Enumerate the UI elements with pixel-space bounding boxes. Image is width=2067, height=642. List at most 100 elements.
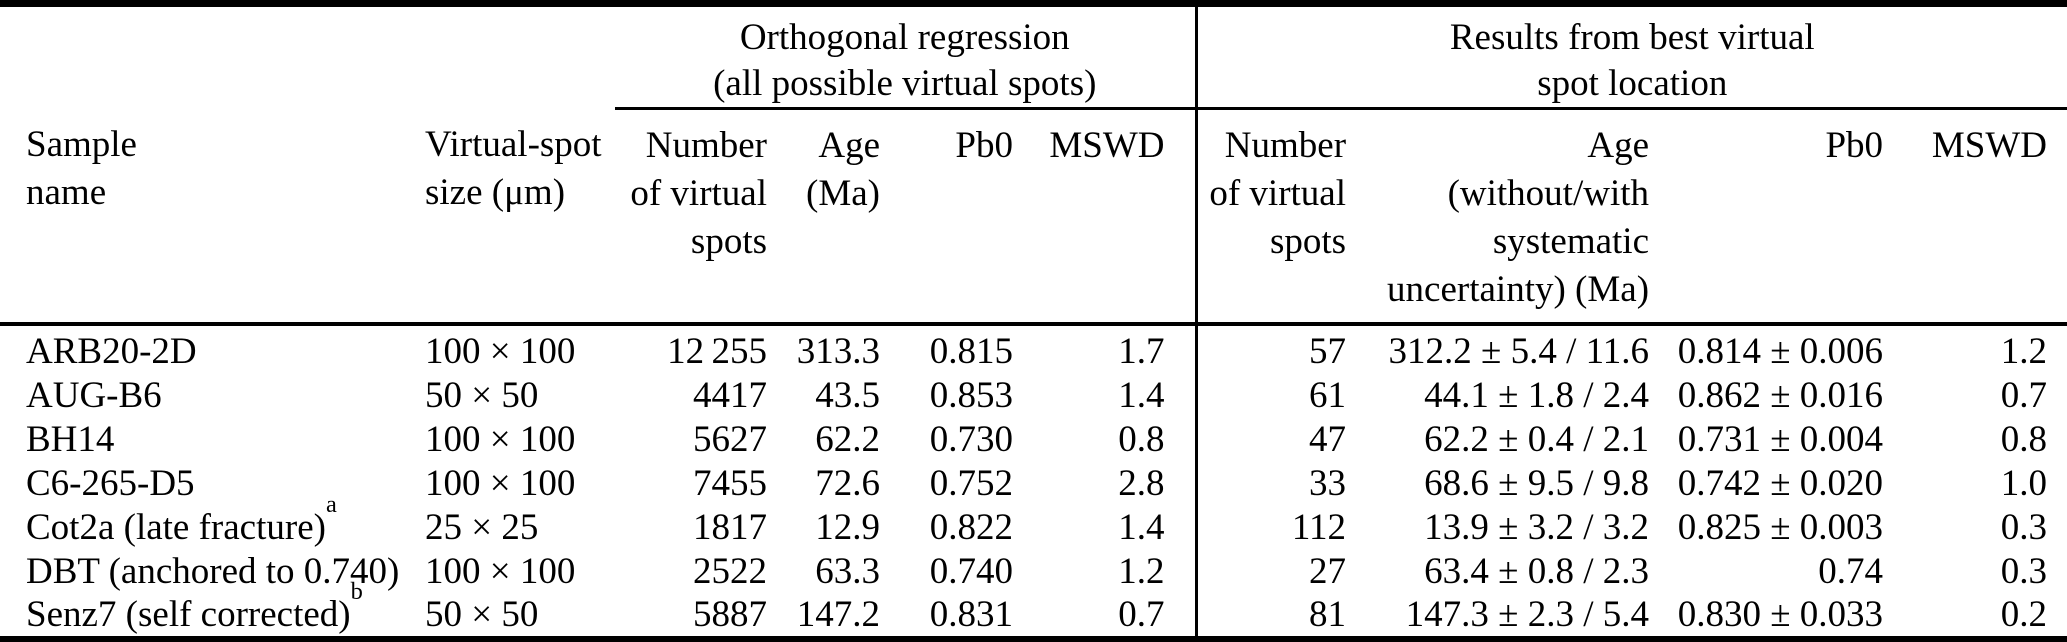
age-all-cell: 63.3 [815,550,880,592]
number-spots-best-cell: 47 [1194,417,1367,461]
sample-name-text: Senz7 (self corrected) [26,594,351,635]
virtual-spot-size-cell: 100 × 100 [425,550,576,592]
virtual-spot-size-cell: 25 × 25 [425,506,539,548]
table-row: Senz7 (self corrected)b 50 × 50 5887 147… [0,580,2067,639]
column-header-mswd-best: MSWD [1903,108,2067,326]
sample-name-text: BH14 [26,418,115,460]
number-spots-best-cell: 61 [1194,373,1367,417]
number-spots-best-cell: 81 [1194,593,1367,639]
pb0-best-cell: 0.731 ± 0.004 [1677,418,1884,460]
pb0-all-cell: 0.740 [929,550,1013,592]
number-spots-best-cell: 27 [1194,549,1367,593]
column-header-number-virtual-spots-all: Number of virtual spots [615,108,787,326]
pb0-best-cell: 0.74 [1818,550,1884,592]
sample-name-text: Cot2a (late fracture) [26,506,326,548]
mswd-best-cell: 1.2 [2000,331,2048,372]
column-header-virtual-spot-size: Virtual-spot size (μm) [425,108,615,326]
column-header-number-virtual-spots-best: Number of virtual spots [1194,108,1367,326]
pb0-all-cell: 0.822 [929,506,1013,548]
sample-name-cell: Cot2a (late fracture)a [0,492,425,549]
pb0-best-cell: 0.814 ± 0.006 [1677,331,1884,372]
mswd-all-cell: 2.8 [1118,462,1165,504]
number-spots-all-cell: 5887 [693,594,767,635]
pb0-all-cell: 0.831 [929,594,1013,635]
mswd-all-cell: 0.8 [1118,418,1165,460]
column-header-sample-name: Sample name [0,108,425,326]
column-header-pb0-all: Pb0 [900,108,1033,326]
table-row: BH14 100 × 100 5627 62.2 0.730 0.8 47 62… [0,417,2067,461]
group-header-spacer [0,4,615,109]
pb0-best-cell: 0.830 ± 0.033 [1677,594,1884,635]
sample-name-cell: ARB20-2D [0,324,425,373]
column-header-age-all: Age (Ma) [787,108,900,326]
column-header-row: Sample name Virtual-spot size (μm) Numbe… [0,108,2067,326]
number-spots-all-cell: 7455 [693,462,767,504]
age-best-cell: 62.2 ± 0.4 / 2.1 [1424,418,1650,460]
age-best-cell: 312.2 ± 5.4 / 11.6 [1388,331,1650,372]
mswd-all-cell: 1.7 [1118,331,1165,372]
sample-name-text: ARB20-2D [26,331,197,372]
number-spots-all-cell: 1817 [693,506,767,548]
group-header-best-virtual-spot: Results from best virtual spot location [1194,3,2067,110]
sample-name-cell: DBT (anchored to 0.740) [0,549,425,593]
age-all-cell: 62.2 [815,418,880,460]
age-all-cell: 43.5 [815,374,880,416]
age-all-cell: 12.9 [815,506,880,548]
table-row: Cot2a (late fracture)a 25 × 25 1817 12.9… [0,492,2067,549]
virtual-spot-size-cell: 100 × 100 [425,462,576,504]
age-best-cell: 44.1 ± 1.8 / 2.4 [1424,374,1650,416]
pb0-all-cell: 0.730 [929,418,1013,460]
mswd-all-cell: 1.4 [1118,374,1165,416]
sample-footnote-marker: b [350,578,363,606]
pb0-all-cell: 0.815 [929,331,1013,372]
number-spots-all-cell: 4417 [693,374,767,416]
pb0-all-cell: 0.853 [929,374,1013,416]
mswd-all-cell: 1.2 [1118,550,1165,592]
group-header-row: Orthogonal regression (all possible virt… [0,3,2067,110]
mswd-best-cell: 0.2 [2000,594,2048,635]
table-row: DBT (anchored to 0.740) 100 × 100 2522 6… [0,549,2067,593]
mswd-all-cell: 0.7 [1118,594,1165,635]
virtual-spot-size-cell: 100 × 100 [425,331,576,372]
sample-name-text: AUG-B6 [26,374,162,416]
number-spots-best-cell: 33 [1194,461,1367,505]
mswd-best-cell: 0.3 [2000,506,2048,548]
age-best-cell: 147.3 ± 2.3 / 5.4 [1405,594,1650,635]
age-all-cell: 147.2 [796,594,880,635]
table-row: AUG-B6 50 × 50 4417 43.5 0.853 1.4 61 44… [0,373,2067,417]
column-header-mswd-all: MSWD [1033,108,1197,326]
column-header-pb0-best: Pb0 [1669,108,1904,326]
virtual-spot-size-cell: 50 × 50 [425,594,539,635]
column-header-age-best: Age (without/with systematic uncertainty… [1366,108,1670,326]
pb0-all-cell: 0.752 [929,462,1013,504]
mswd-all-cell: 1.4 [1118,506,1165,548]
age-best-cell: 68.6 ± 9.5 / 9.8 [1424,462,1650,504]
table-row: C6-265-D5 100 × 100 7455 72.6 0.752 2.8 … [0,461,2067,505]
age-best-cell: 13.9 ± 3.2 / 3.2 [1424,506,1650,548]
mswd-best-cell: 0.3 [2000,550,2048,592]
number-spots-all-cell: 12 255 [667,331,767,372]
number-spots-all-cell: 2522 [693,550,767,592]
mswd-best-cell: 1.0 [2000,462,2048,504]
number-spots-best-cell: 112 [1194,505,1367,549]
age-all-cell: 72.6 [815,462,880,504]
number-spots-best-cell: 57 [1194,324,1367,373]
sample-name-cell: Senz7 (self corrected)b [0,580,425,639]
virtual-spot-size-cell: 50 × 50 [425,374,539,416]
sample-name-text: DBT (anchored to 0.740) [26,550,400,592]
pb0-best-cell: 0.742 ± 0.020 [1677,462,1884,504]
sample-name-cell: BH14 [0,417,425,461]
pb0-best-cell: 0.825 ± 0.003 [1677,506,1884,548]
sample-name-cell: C6-265-D5 [0,461,425,505]
sample-footnote-marker: a [325,490,337,518]
pb0-best-cell: 0.862 ± 0.016 [1677,374,1884,416]
table-row: ARB20-2D 100 × 100 12 255 313.3 0.815 1.… [0,324,2067,373]
mswd-best-cell: 0.7 [2000,374,2048,416]
number-spots-all-cell: 5627 [693,418,767,460]
sample-name-cell: AUG-B6 [0,373,425,417]
sample-name-text: C6-265-D5 [26,462,195,504]
age-best-cell: 63.4 ± 0.8 / 2.3 [1424,550,1650,592]
virtual-spot-size-cell: 100 × 100 [425,418,576,460]
age-all-cell: 313.3 [796,331,880,372]
